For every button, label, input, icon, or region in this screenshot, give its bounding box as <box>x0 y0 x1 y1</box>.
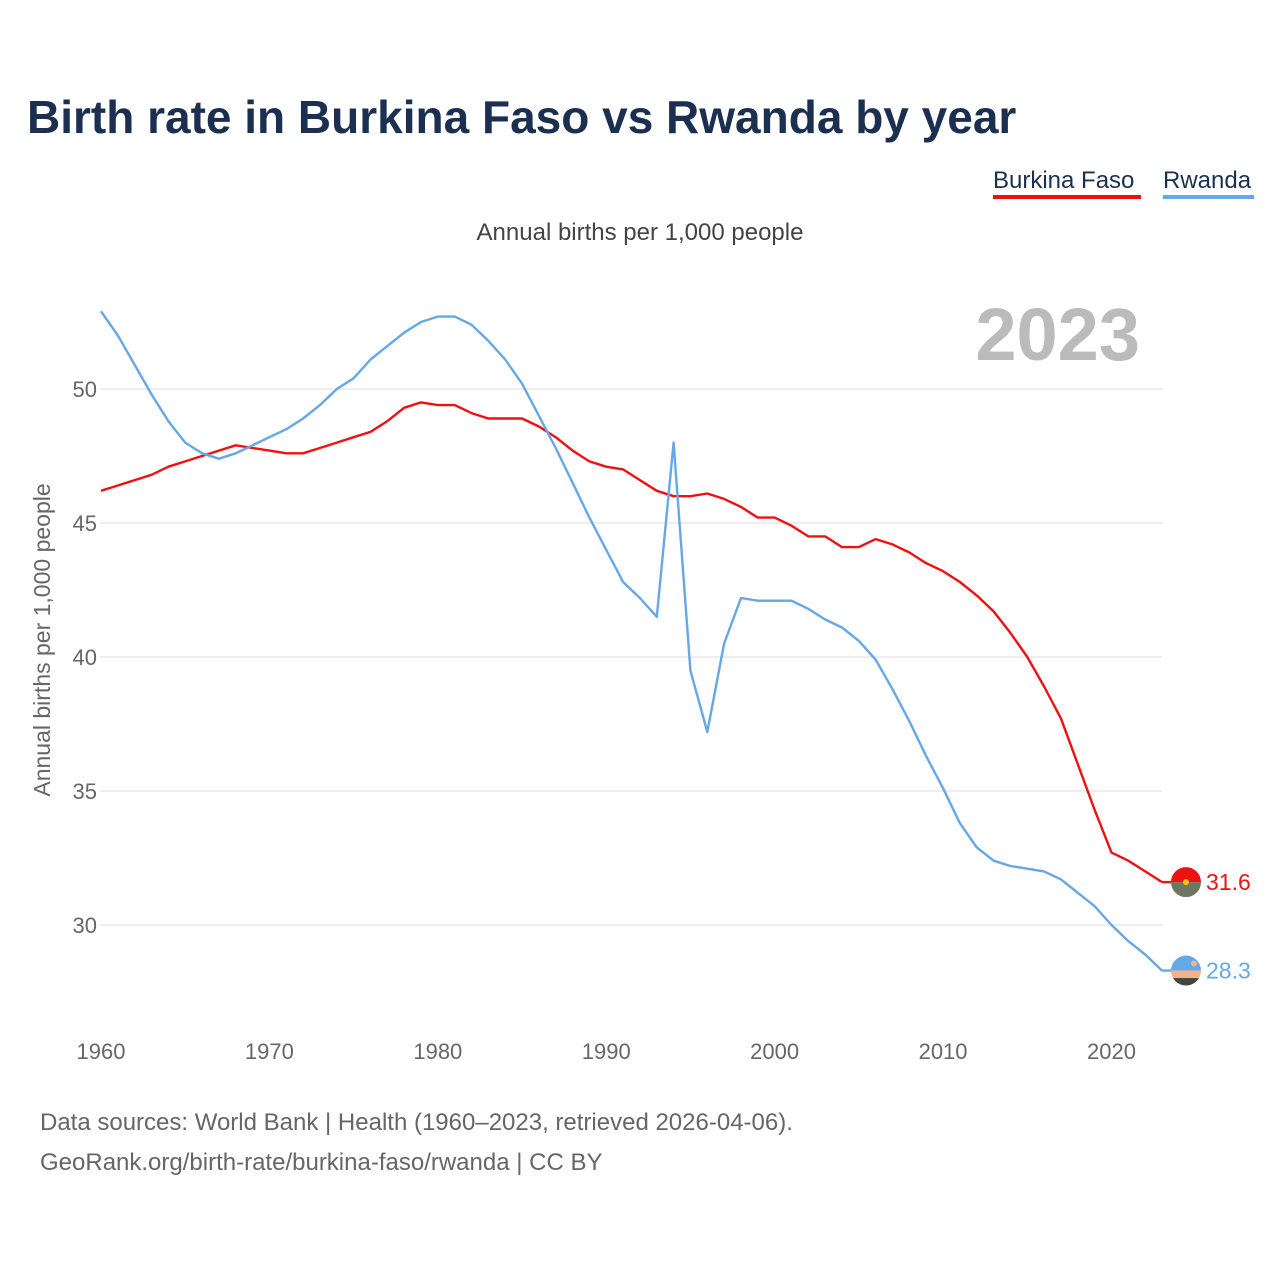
chart-subtitle: Annual births per 1,000 people <box>477 219 804 246</box>
y-tick-label-50: 50 <box>73 377 97 402</box>
y-tick-label-35: 35 <box>73 779 97 804</box>
x-tick-label-2010: 2010 <box>919 1039 968 1064</box>
rwanda-flag-icon <box>1171 955 1201 986</box>
burkina-faso-flag-icon <box>1171 867 1201 898</box>
legend-swatch-burkina-faso <box>993 195 1141 199</box>
y-tick-label-40: 40 <box>73 645 97 670</box>
current-year-label: 2023 <box>975 293 1140 376</box>
legend: Burkina Faso Rwanda <box>993 167 1254 199</box>
gridlines <box>100 388 1162 926</box>
y-tick-label-30: 30 <box>73 913 97 938</box>
x-tick-label-2020: 2020 <box>1087 1039 1136 1064</box>
series-line-burkina-faso <box>100 401 1163 884</box>
series-lines <box>100 310 1163 972</box>
legend-item-rwanda[interactable]: Rwanda <box>1163 167 1254 199</box>
x-tick-label-1990: 1990 <box>582 1039 631 1064</box>
end-value-label-rwanda: 28.3 <box>1206 958 1251 984</box>
source-text: Data sources: World Bank | Health (1960–… <box>40 1109 793 1136</box>
chart-title: Birth rate in Burkina Faso vs Rwanda by … <box>27 91 1016 143</box>
y-axis-label: Annual births per 1,000 people <box>29 483 55 796</box>
x-tick-label-2000: 2000 <box>750 1039 799 1064</box>
x-tick-label-1980: 1980 <box>413 1039 462 1064</box>
y-tick-label-45: 45 <box>73 511 97 536</box>
legend-item-burkina-faso[interactable]: Burkina Faso <box>993 167 1141 199</box>
source-url[interactable]: GeoRank.org/birth-rate/burkina-faso/rwan… <box>40 1149 603 1176</box>
legend-label-burkina-faso: Burkina Faso <box>993 167 1134 194</box>
end-value-label-burkina-faso: 31.6 <box>1206 869 1251 895</box>
x-tick-label-1960: 1960 <box>77 1039 126 1064</box>
legend-swatch-rwanda <box>1163 195 1254 199</box>
series-line-rwanda <box>100 310 1163 972</box>
x-tick-label-1970: 1970 <box>245 1039 294 1064</box>
y-axis-ticks: 30 35 40 45 50 <box>73 377 97 938</box>
legend-label-rwanda: Rwanda <box>1163 167 1252 194</box>
x-axis-ticks: 1960 1970 1980 1990 2000 2010 2020 <box>77 1039 1136 1064</box>
end-markers: 31.6 28.3 <box>1162 867 1251 986</box>
